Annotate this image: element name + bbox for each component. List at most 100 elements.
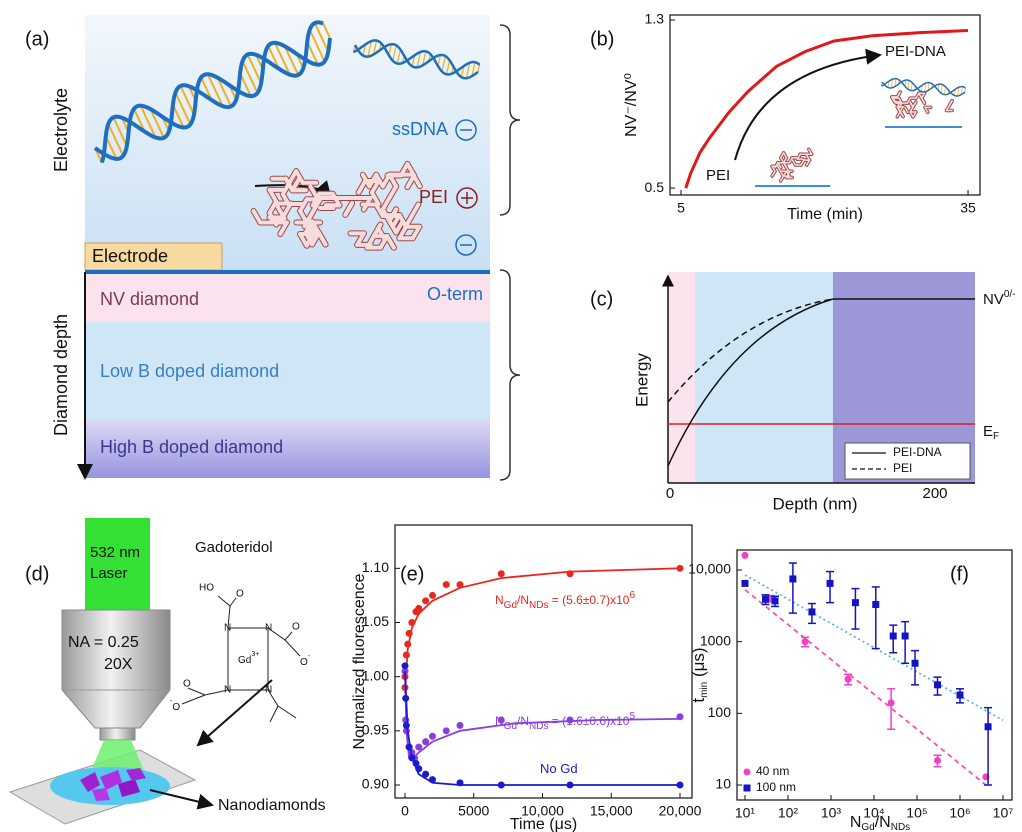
atom-part: -	[308, 653, 311, 660]
axis-label-part: Gd	[861, 822, 874, 832]
x-tick-label: 10⁴	[863, 805, 885, 821]
pei-label: PEI	[419, 187, 448, 207]
axis-label: Energy	[632, 353, 651, 407]
point	[443, 727, 450, 734]
y-tick-label: 0.90	[362, 776, 389, 792]
pei-molecule	[772, 149, 812, 181]
legend-swatch	[744, 769, 751, 776]
point	[403, 722, 410, 729]
fermi-label-part: E	[983, 423, 993, 440]
point	[456, 722, 463, 729]
point	[443, 581, 450, 588]
laser-label: Laser	[90, 565, 128, 582]
atom-part: O	[172, 702, 180, 713]
panel-label: (f)	[950, 563, 969, 585]
point	[985, 723, 992, 730]
figure: (a) Electrolyte Diamond depth ssDNA PEI …	[0, 0, 1022, 832]
page: (a) Electrolyte Diamond depth ssDNA PEI …	[0, 0, 1022, 832]
axis-label-part: min	[699, 682, 710, 698]
axis-label: NV⁻/NV⁰	[623, 73, 640, 137]
atom-part: 3+	[251, 651, 259, 658]
x-tick-label: 10³	[821, 805, 842, 821]
level-label-part: 0/-	[1004, 289, 1016, 300]
x-tick-label: 10⁵	[906, 805, 927, 821]
panel-label: (c)	[590, 288, 613, 310]
annotation: PEI-DNA	[885, 43, 946, 60]
point	[566, 570, 573, 577]
annotation-part: = (5.6±0.7)x10	[548, 593, 629, 607]
point	[422, 738, 429, 745]
point	[456, 581, 463, 588]
laser-label: 532 nm	[90, 544, 140, 561]
annotation-part: Gd	[504, 600, 517, 611]
atom: O	[236, 589, 244, 600]
atom: O-	[300, 653, 311, 668]
legend-swatch	[744, 785, 751, 792]
electrode-label: Electrode	[92, 246, 168, 266]
point	[741, 552, 748, 559]
level-label-part: NV	[983, 291, 1004, 308]
point	[498, 570, 505, 577]
x-tick-label: 10⁷	[993, 805, 1014, 821]
annotation-part: No Gd	[540, 761, 578, 776]
point	[890, 632, 897, 639]
atom: -O	[170, 698, 180, 713]
point	[827, 580, 834, 587]
axis-label: Diamond depth	[51, 314, 71, 436]
point	[422, 771, 429, 778]
point	[676, 782, 683, 789]
point	[852, 599, 859, 606]
base-pair	[891, 79, 892, 88]
layer-label: Low B doped diamond	[100, 361, 279, 381]
brace	[500, 25, 520, 215]
legend-label: PEI	[893, 461, 912, 475]
layer-label: NV diamond	[100, 289, 199, 309]
y-tick-label: 100	[708, 704, 732, 720]
tick-label: 0	[666, 485, 674, 502]
y-tick-label: 10	[715, 776, 731, 792]
sample-label: Nanodiamonds	[218, 797, 326, 814]
region-label: Electrolyte	[51, 88, 71, 172]
y-tick-label: 10,000	[688, 561, 731, 577]
point	[404, 641, 411, 648]
fit-line	[745, 590, 986, 785]
panel-label: (e)	[400, 563, 424, 585]
fit-line	[405, 671, 680, 758]
annotation: NGd/NNDs = (5.6±0.7)x106	[495, 590, 635, 611]
o-term-label: O-term	[427, 284, 483, 304]
x-tick-label: 5000	[458, 803, 489, 819]
plot-frame	[395, 525, 692, 798]
base-pair	[908, 80, 909, 89]
axis-label: Normalized fluorescence	[351, 573, 368, 749]
axis-label-part: NDs	[891, 822, 910, 832]
legend-label: PEI-DNA	[893, 445, 942, 459]
legend-label: 100 nm	[756, 780, 796, 794]
point	[403, 652, 410, 659]
point	[406, 744, 413, 751]
point	[406, 630, 413, 637]
x-tick-label: 10²	[778, 805, 799, 821]
brace	[500, 270, 520, 480]
pei-molecule	[892, 92, 952, 117]
point	[802, 638, 809, 645]
arrow	[150, 790, 212, 805]
atom: O	[183, 679, 191, 690]
axis-label: Time (min)	[787, 206, 863, 223]
axis-label: Time (μs)	[510, 816, 577, 832]
point	[422, 597, 429, 604]
objective-tip	[100, 728, 135, 740]
point	[415, 765, 422, 772]
x-tick-label: 0	[401, 803, 409, 819]
panel-a: (a) Electrolyte Diamond depth ssDNA PEI …	[25, 15, 520, 480]
y-tick-label: 1.3	[645, 11, 665, 27]
point	[498, 717, 505, 724]
point	[676, 565, 683, 572]
point	[401, 662, 408, 669]
x-tick-label: 15,000	[590, 803, 633, 819]
point	[402, 695, 409, 702]
panel-label: (a)	[25, 28, 49, 50]
point	[676, 713, 683, 720]
molecule-name: Gadoteridol	[195, 539, 273, 556]
level-label: NV0/-	[983, 289, 1016, 308]
